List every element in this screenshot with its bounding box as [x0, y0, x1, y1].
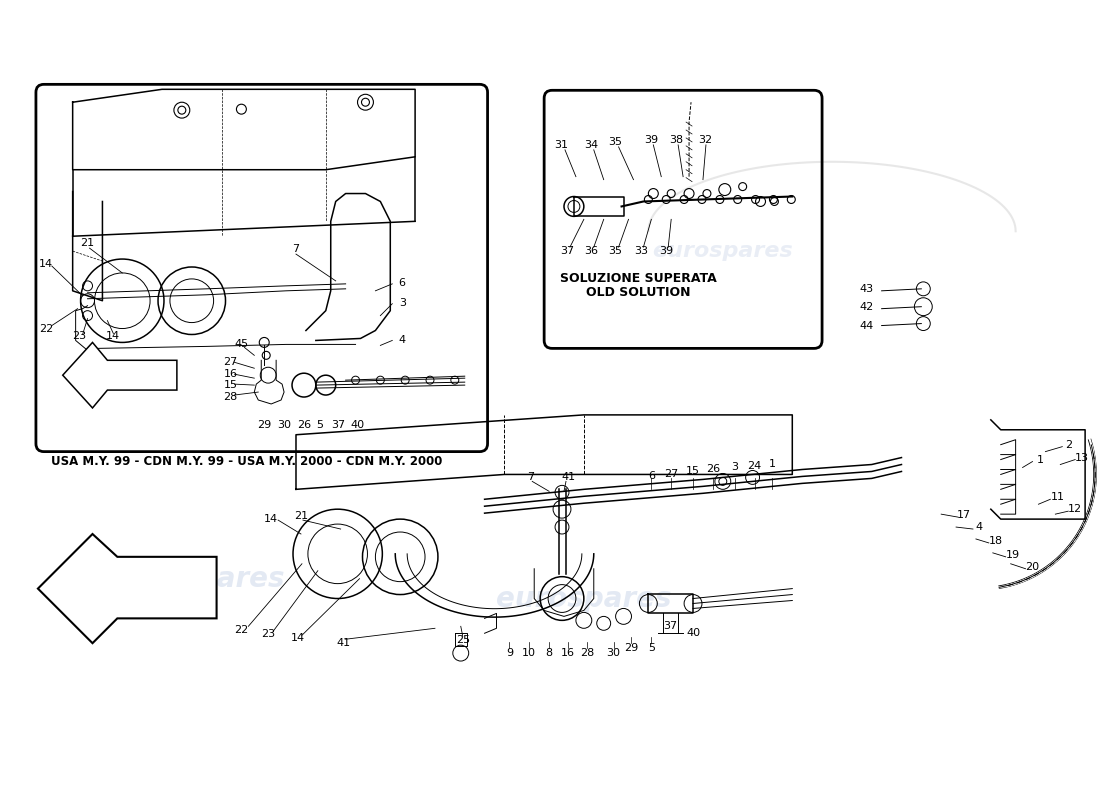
- Text: 45: 45: [234, 339, 249, 350]
- Text: 16: 16: [223, 369, 238, 379]
- Text: 24: 24: [747, 461, 761, 470]
- Text: 3: 3: [398, 298, 406, 308]
- Text: eurospares: eurospares: [109, 565, 285, 593]
- Text: 7: 7: [293, 244, 299, 254]
- Text: 40: 40: [686, 628, 700, 638]
- Text: 20: 20: [1025, 562, 1040, 572]
- Text: 26: 26: [706, 465, 719, 474]
- Text: 4: 4: [398, 335, 406, 346]
- Text: 14: 14: [39, 259, 53, 269]
- Text: 17: 17: [957, 510, 971, 520]
- Text: 14: 14: [264, 514, 278, 524]
- Text: eurospares: eurospares: [652, 241, 793, 261]
- Text: 37: 37: [331, 420, 345, 430]
- Text: 35: 35: [608, 137, 623, 147]
- Text: 25: 25: [455, 635, 470, 646]
- Text: 29: 29: [257, 420, 272, 430]
- Text: 21: 21: [294, 511, 308, 521]
- Text: 38: 38: [669, 135, 683, 145]
- Text: 3: 3: [732, 462, 738, 473]
- Text: 28: 28: [580, 648, 594, 658]
- Polygon shape: [63, 342, 177, 408]
- Text: 34: 34: [584, 140, 598, 150]
- Text: 39: 39: [645, 135, 659, 145]
- Text: 8: 8: [546, 648, 552, 658]
- Text: 6: 6: [398, 278, 406, 288]
- Text: 30: 30: [606, 648, 620, 658]
- Text: 7: 7: [527, 473, 534, 482]
- Text: 16: 16: [561, 648, 575, 658]
- Text: 43: 43: [860, 284, 873, 294]
- Text: 5: 5: [317, 420, 323, 430]
- Text: 14: 14: [107, 331, 120, 342]
- Text: eurospares: eurospares: [496, 585, 672, 613]
- Text: SOLUZIONE SUPERATA: SOLUZIONE SUPERATA: [560, 273, 717, 286]
- Text: 19: 19: [1005, 550, 1020, 560]
- Text: 42: 42: [859, 302, 873, 312]
- Text: 40: 40: [351, 420, 364, 430]
- Text: 37: 37: [560, 246, 574, 256]
- Text: 31: 31: [554, 140, 568, 150]
- Text: 44: 44: [859, 321, 873, 330]
- Text: 12: 12: [1068, 504, 1082, 514]
- Text: 37: 37: [663, 622, 678, 631]
- Text: 36: 36: [584, 246, 597, 256]
- Text: 26: 26: [297, 420, 311, 430]
- Text: 27: 27: [664, 470, 679, 479]
- Text: 5: 5: [648, 643, 654, 653]
- Polygon shape: [37, 534, 217, 643]
- Text: 10: 10: [522, 648, 537, 658]
- Text: OLD SOLUTION: OLD SOLUTION: [586, 286, 691, 299]
- Text: 22: 22: [234, 626, 249, 635]
- Text: 35: 35: [608, 246, 623, 256]
- Text: 39: 39: [659, 246, 673, 256]
- Text: 6: 6: [648, 471, 654, 482]
- Text: 28: 28: [223, 392, 238, 402]
- Text: 29: 29: [625, 643, 639, 653]
- Text: 1: 1: [1037, 454, 1044, 465]
- Text: 32: 32: [697, 135, 712, 145]
- Text: 9: 9: [506, 648, 513, 658]
- Text: 11: 11: [1052, 492, 1065, 502]
- Text: 15: 15: [223, 380, 238, 390]
- Text: 21: 21: [80, 238, 95, 248]
- Text: 14: 14: [290, 634, 305, 643]
- Text: 27: 27: [223, 358, 238, 367]
- Text: 30: 30: [277, 420, 292, 430]
- Text: 23: 23: [261, 630, 275, 639]
- Text: USA M.Y. 99 - CDN M.Y. 99 - USA M.Y. 2000 - CDN M.Y. 2000: USA M.Y. 99 - CDN M.Y. 99 - USA M.Y. 200…: [51, 455, 442, 468]
- Text: 2: 2: [1065, 440, 1071, 450]
- Text: 23: 23: [73, 331, 87, 342]
- Text: 22: 22: [39, 323, 53, 334]
- Text: 13: 13: [1075, 453, 1089, 462]
- Text: 33: 33: [635, 246, 648, 256]
- Text: 41: 41: [562, 473, 576, 482]
- Text: 15: 15: [686, 466, 700, 477]
- Text: 41: 41: [337, 638, 351, 648]
- Text: 4: 4: [976, 522, 982, 532]
- Text: 1: 1: [769, 458, 776, 469]
- Text: 18: 18: [989, 536, 1003, 546]
